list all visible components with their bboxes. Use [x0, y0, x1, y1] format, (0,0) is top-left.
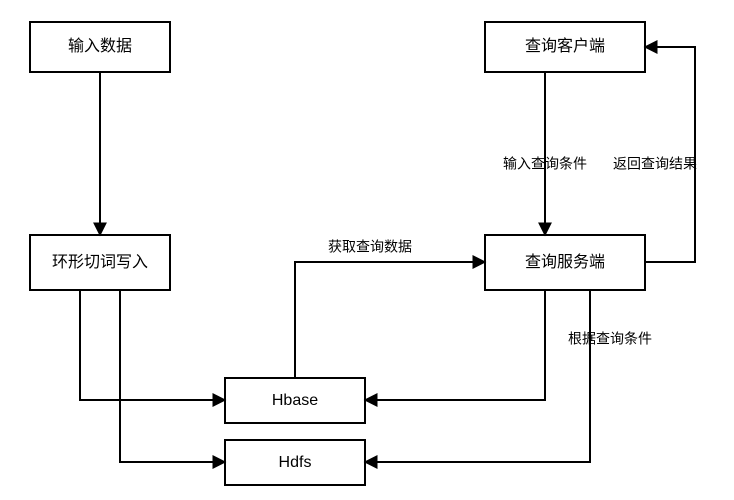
edge-server-to-hbase [365, 290, 545, 400]
edge-server-to-client [645, 47, 695, 262]
edge-ring-to-hdfs [120, 290, 225, 462]
node-ring-write-label: 环形切词写入 [52, 253, 148, 271]
edge-client-to-server-label: 输入查询条件 [503, 156, 587, 172]
edge-server-to-hdfs [365, 290, 590, 462]
node-input-data: 输入数据 [30, 22, 170, 72]
node-ring-write: 环形切词写入 [30, 235, 170, 290]
node-hdfs-label: Hdfs [279, 454, 312, 471]
flowchart-canvas: 输入数据 环形切词写入 Hbase Hdfs 查询客户端 查询服务端 获取查询数… [0, 0, 734, 500]
node-hbase: Hbase [225, 378, 365, 423]
node-query-client: 查询客户端 [485, 22, 645, 72]
edge-hbase-to-server-label: 获取查询数据 [328, 239, 412, 255]
edge-hbase-to-server [295, 262, 485, 378]
node-input-data-label: 输入数据 [68, 37, 132, 55]
edge-server-to-hbase-label: 根据查询条件 [568, 331, 652, 347]
node-hbase-label: Hbase [272, 392, 318, 409]
node-hdfs: Hdfs [225, 440, 365, 485]
node-query-server-label: 查询服务端 [525, 253, 605, 271]
node-query-server: 查询服务端 [485, 235, 645, 290]
node-query-client-label: 查询客户端 [525, 37, 605, 55]
edge-server-to-client-label: 返回查询结果 [613, 156, 697, 172]
edge-ring-to-hbase [80, 290, 225, 400]
